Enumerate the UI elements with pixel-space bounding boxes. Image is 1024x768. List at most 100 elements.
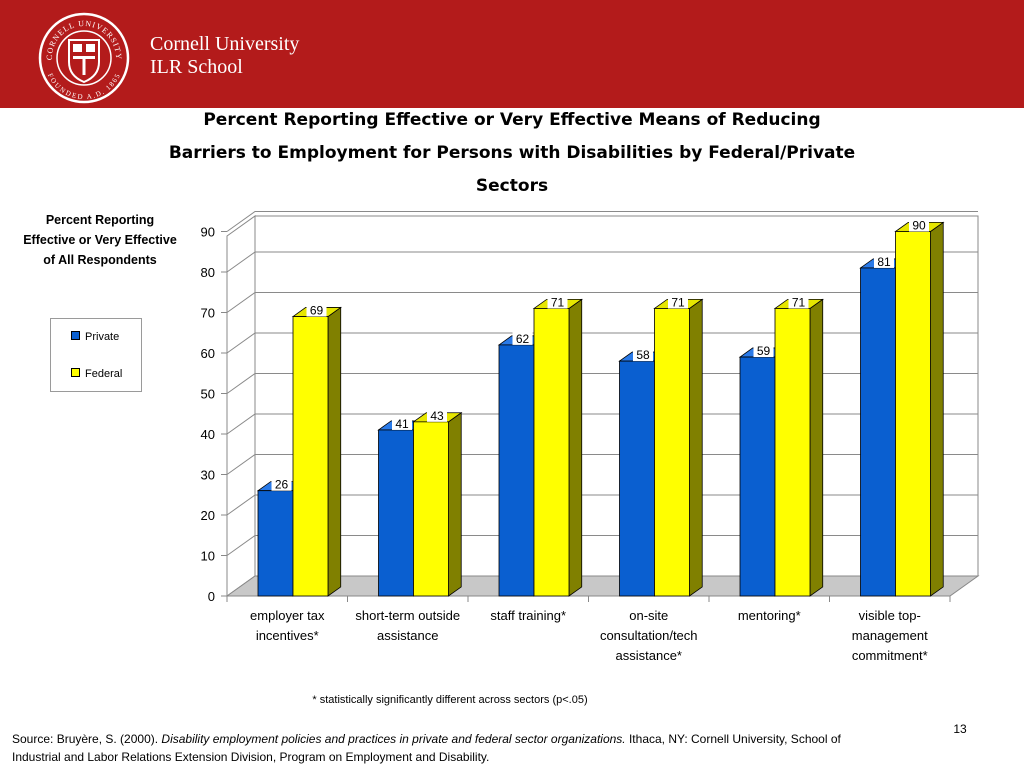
x-category-label: incentives* [256,628,319,643]
gridline [226,494,978,516]
legend-label-federal: Federal [85,368,123,380]
data-label-federal: 69 [310,304,324,318]
y-tick-label: 60 [201,346,215,361]
page-number: 13 [953,722,967,736]
bar-federal [292,316,329,597]
x-category-label: commitment* [852,648,928,663]
data-label-bg [874,253,894,268]
y-axis-label: Percent Reporting Effective or Very Effe… [8,210,192,270]
y-tick-label: 20 [201,508,215,523]
data-label-private: 81 [877,255,891,269]
title-line: Barriers to Employment for Persons with … [168,143,856,163]
bar-side-federal [809,298,824,597]
data-label-bg [271,476,292,491]
title-line: Percent Reporting Effective or Very Effe… [203,110,821,130]
bar-private [378,429,414,597]
data-label-bg [547,294,568,309]
brand-line-school: ILR School [150,56,243,78]
gridline [226,292,978,313]
y-tick-label: 70 [201,306,215,321]
bar-private [498,344,535,597]
x-category-label: employer tax [250,608,325,623]
gridline [226,211,978,232]
y-tick-label: 40 [201,427,215,442]
data-label-bg [427,407,447,422]
gridline [226,373,978,394]
chart-title: Percent Reporting Effective or Very Effe… [100,104,924,203]
gridline [226,413,978,435]
bar-private [739,356,776,597]
gridline [226,251,978,273]
bar-private [619,360,655,597]
brand-line-university: Cornell University [150,33,300,55]
x-category-label: assistance [377,628,438,643]
x-category-label: assistance* [616,648,682,663]
source-citation: Source: Bruyère, S. (2000). Disability e… [12,730,892,766]
y-axis-label-line: Effective or Very Effective [23,233,177,247]
bar-federal [413,421,449,597]
data-label-federal: 90 [912,219,926,233]
bar-side-federal [327,306,342,597]
y-tick-label: 50 [201,387,215,402]
data-label-private: 41 [395,417,409,431]
data-label-bg [668,294,688,309]
data-label-bg [392,415,412,430]
y-tick-label: 10 [201,549,215,564]
data-label-federal: 71 [792,295,806,309]
gridline [226,535,978,556]
source-prefix: Source: Bruyère, S. (2000). [12,732,162,746]
x-category-label: visible top- [859,608,921,623]
y-tick-label: 0 [208,589,215,604]
x-category-label: on-site [629,608,668,623]
data-label-bg [633,347,653,362]
bar-private [257,490,294,597]
source-suffix: Ithaca, NY: Cornell University, School o… [12,732,841,764]
data-label-federal: 43 [430,409,444,423]
bar-side-federal [568,298,583,597]
legend-item-private: Private [71,331,119,343]
x-category-label: staff training* [490,608,566,623]
data-label-private: 58 [636,348,650,362]
bar-chart: 0 10 20 30 40 50 60 70 80 90 employer tax incentive… [201,211,980,663]
data-label-bg [788,294,809,309]
bar-federal [895,231,931,597]
legend-swatch-federal [71,368,80,377]
source-title: Disability employment policies and pract… [161,732,626,746]
title-line: Sectors [475,176,549,196]
data-label-bg [306,302,327,317]
y-tick-label: 90 [201,225,215,240]
data-label-private: 62 [516,332,530,346]
header-bar: CORNELL UNIVERSITY FOUNDED A.D. 1865 Cor… [0,0,1024,108]
bar-federal [774,308,811,597]
legend-swatch-private [71,331,80,340]
seal-text-bottom: FOUNDED A.D. 1865 [46,72,121,101]
data-label-federal: 71 [671,295,685,309]
data-label-bg [512,330,533,345]
data-label-bg [909,217,929,232]
bar-private [860,267,896,597]
bar-side-federal [930,221,944,597]
y-axis-label-line: Percent Reporting [45,213,155,227]
y-axis-label-line: of All Respondents [43,253,157,267]
data-label-federal: 71 [551,295,565,309]
gridline [226,454,978,475]
y-tick-label: 80 [201,265,215,280]
x-category-label: management [852,628,928,643]
cornell-seal-logo: CORNELL UNIVERSITY FOUNDED A.D. 1865 [38,12,130,104]
bar-side-federal [448,411,462,597]
x-category-label: consultation/tech [600,628,698,643]
data-label-bg [753,343,774,358]
bar-federal [654,308,690,597]
gridline [226,332,978,354]
brand-wordmark: Cornell University ILR School [150,33,299,79]
x-category-label: mentoring* [738,608,801,623]
data-label-private: 59 [757,344,771,358]
bar-side-federal [689,298,703,597]
chart-legend: Private Federal [50,318,142,392]
data-label-private: 26 [275,478,289,492]
legend-label-private: Private [85,331,120,343]
legend-item-federal: Federal [71,368,122,380]
bar-federal [533,308,570,597]
svg-text:FOUNDED A.D. 1865: FOUNDED A.D. 1865 [46,72,122,101]
x-category-label: short-term outside [355,608,460,623]
